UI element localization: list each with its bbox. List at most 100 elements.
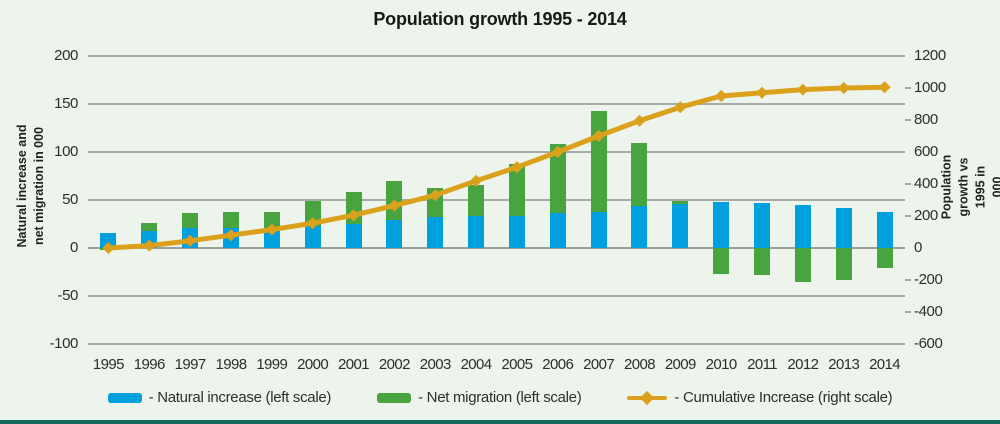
plot-area — [88, 55, 905, 345]
legend: - Natural increase (left scale) - Net mi… — [0, 389, 1000, 406]
natural-increase-swatch-icon — [107, 392, 142, 403]
zero-gridline — [88, 247, 905, 249]
bar-natural-increase-1999 — [263, 227, 280, 248]
gridline — [88, 343, 905, 345]
gridline — [88, 103, 905, 105]
x-axis-year-label: 2013 — [828, 356, 860, 373]
legend-label: - Natural increase (left scale) — [148, 389, 332, 406]
bottom-border — [0, 420, 1000, 424]
x-axis-year-label: 1999 — [256, 356, 288, 373]
x-axis-year-label: 2005 — [501, 356, 533, 373]
x-axis-year-label: 1996 — [133, 356, 166, 373]
x-axis-year-label: 2010 — [705, 356, 738, 373]
bar-net-migration-2008 — [631, 143, 648, 206]
right-axis-tick-mark — [905, 119, 911, 121]
left-axis-tick-label: 100 — [54, 143, 78, 160]
x-axis-year-label: 2007 — [583, 356, 615, 373]
right-axis-tick-label: 0 — [914, 239, 922, 256]
x-axis-year-label: 2004 — [460, 356, 493, 373]
bar-net-migration-1998 — [222, 211, 239, 228]
bar-natural-increase-2008 — [631, 205, 648, 248]
bar-net-migration-1997 — [182, 213, 199, 228]
right-axis-tick-label: 1200 — [914, 47, 946, 64]
bar-natural-increase-2010 — [713, 201, 730, 248]
legend-item-natural-increase: - Natural increase (left scale) — [107, 389, 332, 406]
cumulative-point-2014 — [878, 81, 891, 94]
x-axis-year-label: 1998 — [215, 356, 247, 373]
gridline — [88, 199, 905, 201]
bar-net-migration-2014 — [876, 248, 893, 269]
left-axis-tick-label: 200 — [54, 47, 78, 64]
gridline — [88, 55, 905, 57]
bar-natural-increase-1996 — [141, 230, 158, 248]
bar-natural-increase-2012 — [794, 204, 811, 248]
net-migration-swatch-icon — [377, 392, 412, 403]
bar-natural-increase-2005 — [508, 216, 525, 248]
cumulative-point-2010 — [715, 89, 728, 103]
gridline — [88, 295, 905, 297]
legend-item-cumulative-increase: - Cumulative Increase (right scale) — [627, 389, 893, 406]
legend-item-net-migration: - Net migration (left scale) — [377, 389, 582, 406]
legend-label: - Net migration (left scale) — [418, 389, 582, 406]
bar-natural-increase-2011 — [754, 202, 771, 248]
bar-net-migration-2011 — [754, 248, 771, 275]
bar-natural-increase-1995 — [100, 232, 117, 248]
bar-net-migration-2012 — [794, 248, 811, 282]
bar-net-migration-1996 — [141, 223, 158, 231]
bar-net-migration-2009 — [672, 200, 689, 204]
right-axis-tick-mark — [905, 279, 911, 281]
bar-net-migration-2013 — [835, 248, 852, 280]
right-axis-tick-label: -200 — [914, 271, 943, 288]
bar-natural-increase-1998 — [222, 227, 239, 248]
right-axis-tick-mark — [905, 87, 911, 89]
bar-natural-increase-2013 — [835, 207, 852, 248]
cumulative-point-2008 — [633, 114, 646, 127]
cumulative-point-2011 — [755, 86, 769, 99]
right-axis-tick-label: 200 — [914, 207, 938, 224]
x-axis-year-label: 2014 — [869, 356, 901, 373]
bar-net-migration-1999 — [263, 211, 280, 228]
bar-net-migration-2002 — [386, 180, 403, 221]
right-axis-tick-label: -600 — [914, 335, 943, 352]
right-axis-tick-label: 800 — [914, 111, 938, 128]
chart-title: Population growth 1995 - 2014 — [373, 9, 627, 29]
x-axis-year-label: 2009 — [664, 356, 697, 373]
bar-net-migration-2007 — [590, 110, 607, 212]
bar-natural-increase-2002 — [386, 220, 403, 248]
bar-natural-increase-2014 — [876, 211, 893, 248]
left-axis-tick-label: 150 — [54, 95, 78, 112]
bar-natural-increase-2000 — [304, 225, 321, 248]
bar-net-migration-1995 — [100, 248, 117, 250]
right-axis-tick-mark — [905, 215, 911, 217]
cumulative-line-diamond-icon — [627, 390, 668, 405]
x-axis-year-label: 2002 — [378, 356, 411, 373]
bar-net-migration-2001 — [345, 192, 362, 224]
bar-natural-increase-2003 — [427, 217, 444, 248]
x-axis-year-label: 2003 — [419, 356, 452, 373]
x-axis-year-label: 2000 — [297, 356, 329, 373]
gridline — [88, 151, 905, 153]
left-axis-tick-label: -100 — [49, 335, 79, 352]
bar-natural-increase-2001 — [345, 224, 362, 248]
cumulative-point-2013 — [837, 81, 850, 95]
right-axis-tick-label: -400 — [914, 303, 943, 320]
bar-natural-increase-2006 — [549, 213, 566, 248]
x-axis-year-label: 2008 — [623, 356, 656, 373]
left-axis-tick-label: 0 — [70, 239, 78, 256]
x-axis-year-label: 2011 — [747, 356, 777, 373]
bar-net-migration-2006 — [549, 144, 566, 214]
right-axis-tick-mark — [905, 183, 911, 185]
x-axis-year-label: 1995 — [92, 356, 125, 373]
bar-natural-increase-2004 — [468, 216, 485, 248]
x-axis-year-label: 2006 — [542, 356, 574, 373]
bar-net-migration-2005 — [508, 163, 525, 217]
right-axis-tick-label: 600 — [914, 143, 938, 160]
bar-net-migration-2010 — [713, 248, 730, 274]
right-axis-tick-label: 1000 — [914, 79, 946, 96]
bar-net-migration-2004 — [468, 184, 485, 217]
x-axis-year-label: 2001 — [338, 356, 370, 373]
bar-natural-increase-1997 — [182, 227, 199, 248]
bar-net-migration-2000 — [304, 200, 321, 226]
right-axis-tick-mark — [905, 311, 911, 313]
